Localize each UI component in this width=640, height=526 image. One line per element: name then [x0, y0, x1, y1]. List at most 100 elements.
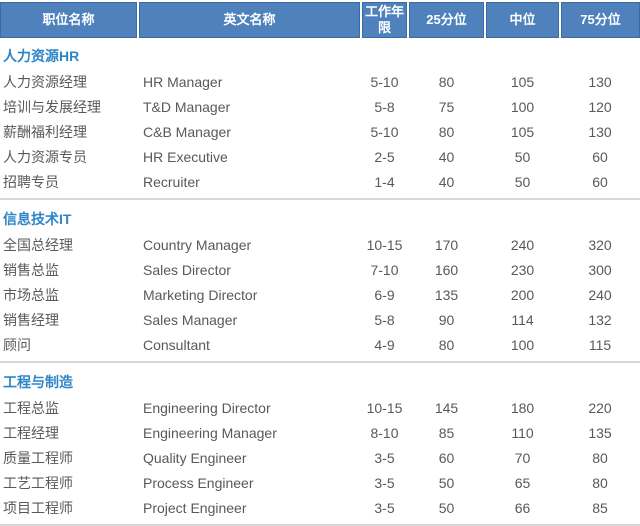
row-position-cn: 培训与发展经理 [3, 98, 101, 115]
row-median: 200 [510, 286, 535, 303]
row-percentile-25: 170 [434, 236, 459, 253]
row-percentile-25: 40 [438, 173, 455, 190]
row-position-en: Marketing Director [143, 286, 258, 303]
table-row: 招聘专员 Recruiter 1-4 40 50 60 [0, 169, 640, 194]
row-percentile-25: 85 [438, 424, 455, 441]
row-position-cn: 工程总监 [3, 399, 59, 416]
sections: 人力资源HR 人力资源经理 HR Manager 5-10 80 105 130… [0, 38, 640, 526]
section-rows: 全国总经理 Country Manager 10-15 170 240 320 … [0, 232, 640, 357]
table-section: 工程与制造 工程总监 Engineering Director 10-15 14… [0, 364, 640, 526]
row-median: 50 [514, 148, 531, 165]
row-position-cn: 销售经理 [3, 311, 59, 328]
table-row: 工程经理 Engineering Manager 8-10 85 110 135 [0, 420, 640, 445]
table-row: 顾问 Consultant 4-9 80 100 115 [0, 332, 640, 357]
row-percentile-75: 320 [588, 236, 612, 253]
row-work-years: 7-10 [370, 261, 399, 278]
section-title: 人力资源HR [3, 48, 80, 64]
row-median: 105 [510, 123, 535, 140]
row-work-years: 10-15 [366, 399, 403, 416]
row-percentile-25: 75 [438, 98, 455, 115]
section-rows: 工程总监 Engineering Director 10-15 145 180 … [0, 395, 640, 520]
row-percentile-75: 135 [588, 424, 612, 441]
row-median: 110 [511, 424, 534, 441]
section-divider [0, 198, 640, 200]
row-position-en: Consultant [143, 336, 210, 353]
header-cell-median: 中位 [486, 2, 559, 38]
table-section: 人力资源HR 人力资源经理 HR Manager 5-10 80 105 130… [0, 38, 640, 200]
section-title: 工程与制造 [3, 374, 73, 390]
row-position-en: Engineering Director [143, 399, 271, 416]
row-percentile-75: 80 [592, 449, 608, 466]
table-section: 信息技术IT 全国总经理 Country Manager 10-15 170 2… [0, 201, 640, 363]
row-work-years: 5-10 [370, 73, 399, 90]
row-median: 105 [510, 73, 535, 90]
row-median: 66 [514, 499, 531, 516]
row-percentile-25: 160 [434, 261, 459, 278]
row-percentile-75: 115 [588, 336, 612, 353]
row-position-en: Sales Director [143, 261, 231, 278]
row-percentile-25: 80 [438, 123, 455, 140]
row-median: 50 [514, 173, 531, 190]
table-row: 工程总监 Engineering Director 10-15 145 180 … [0, 395, 640, 420]
row-position-cn: 顾问 [3, 336, 31, 353]
row-work-years: 2-5 [374, 148, 395, 165]
row-position-en: C&B Manager [143, 123, 231, 140]
table-row: 人力资源经理 HR Manager 5-10 80 105 130 [0, 69, 640, 94]
row-percentile-25: 145 [434, 399, 459, 416]
row-percentile-25: 60 [438, 449, 455, 466]
table-row: 销售总监 Sales Director 7-10 160 230 300 [0, 257, 640, 282]
header-cell-percentile-25: 25分位 [409, 2, 484, 38]
row-percentile-75: 120 [588, 98, 612, 115]
table-row: 销售经理 Sales Manager 5-8 90 114 132 [0, 307, 640, 332]
row-work-years: 4-9 [374, 336, 395, 353]
row-percentile-75: 132 [588, 311, 612, 328]
row-percentile-25: 50 [438, 499, 455, 516]
row-percentile-75: 60 [592, 173, 608, 190]
row-position-cn: 工艺工程师 [3, 474, 73, 491]
table-row: 薪酬福利经理 C&B Manager 5-10 80 105 130 [0, 119, 640, 144]
row-median: 65 [514, 474, 531, 491]
row-position-en: Sales Manager [143, 311, 238, 328]
row-percentile-75: 220 [588, 399, 612, 416]
table-row: 培训与发展经理 T&D Manager 5-8 75 100 120 [0, 94, 640, 119]
row-median: 230 [510, 261, 535, 278]
row-percentile-25: 90 [438, 311, 455, 328]
row-percentile-25: 135 [434, 286, 459, 303]
row-position-en: Project Engineer [143, 499, 247, 516]
row-position-cn: 质量工程师 [3, 449, 73, 466]
section-divider [0, 361, 640, 363]
row-median: 100 [510, 98, 535, 115]
row-median: 180 [510, 399, 535, 416]
row-position-cn: 薪酬福利经理 [3, 123, 87, 140]
row-position-cn: 招聘专员 [3, 173, 59, 190]
row-position-cn: 销售总监 [3, 261, 59, 278]
row-position-cn: 项目工程师 [3, 499, 73, 516]
row-position-en: Quality Engineer [143, 449, 247, 466]
row-work-years: 1-4 [374, 173, 395, 190]
section-rows: 人力资源经理 HR Manager 5-10 80 105 130 培训与发展经… [0, 69, 640, 194]
row-percentile-25: 80 [438, 73, 455, 90]
row-position-en: Engineering Manager [143, 424, 277, 441]
row-position-cn: 全国总经理 [3, 236, 73, 253]
row-work-years: 8-10 [370, 424, 399, 441]
row-work-years: 10-15 [366, 236, 403, 253]
row-work-years: 3-5 [374, 499, 395, 516]
table-row: 项目工程师 Project Engineer 3-5 50 66 85 [0, 495, 640, 520]
row-percentile-75: 240 [588, 286, 612, 303]
row-position-en: HR Manager [143, 73, 223, 90]
row-median: 100 [510, 336, 535, 353]
row-median: 114 [511, 311, 534, 328]
row-position-en: Process Engineer [143, 474, 254, 491]
row-work-years: 5-8 [374, 98, 395, 115]
row-percentile-75: 300 [588, 261, 612, 278]
row-position-cn: 人力资源专员 [3, 148, 87, 165]
row-median: 70 [514, 449, 531, 466]
row-percentile-75: 85 [592, 499, 608, 516]
table-row: 质量工程师 Quality Engineer 3-5 60 70 80 [0, 445, 640, 470]
row-position-cn: 市场总监 [3, 286, 59, 303]
header-cell-position-en: 英文名称 [139, 2, 360, 38]
row-percentile-25: 40 [438, 148, 455, 165]
row-work-years: 3-5 [374, 449, 395, 466]
row-percentile-75: 80 [592, 474, 608, 491]
